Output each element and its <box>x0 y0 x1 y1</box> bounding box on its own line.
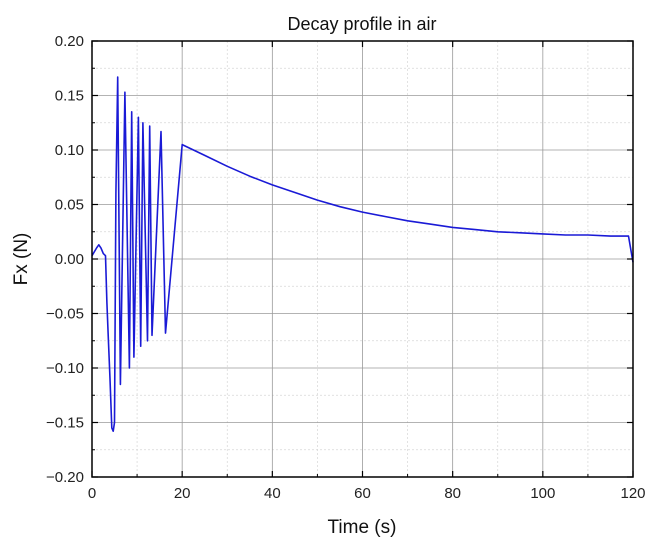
y-tick-label: 0.20 <box>55 33 84 50</box>
series-layer <box>91 76 634 432</box>
y-tick-labels: −0.20 −0.15 −0.10 −0.05 0.00 0.05 0.10 0.15 0.20 <box>46 33 84 486</box>
y-axis-title: Fx (N) <box>11 233 32 286</box>
x-tick-label: 40 <box>264 485 281 502</box>
y-tick-label: −0.10 <box>46 360 84 377</box>
x-tick-label: 60 <box>354 485 371 502</box>
y-tick-label: 0.05 <box>55 197 84 214</box>
y-tick-label: −0.15 <box>46 415 84 432</box>
y-tick-label: −0.05 <box>46 306 84 323</box>
y-tick-label: 0.10 <box>55 142 84 159</box>
x-tick-label: 120 <box>620 485 645 502</box>
series-line <box>91 76 634 432</box>
major-grid <box>92 41 633 477</box>
x-axis-title: Time (s) <box>328 517 397 538</box>
x-tick-label: 0 <box>88 485 96 502</box>
y-tick-label: 0.00 <box>55 251 84 268</box>
chart-title: Decay profile in air <box>287 14 436 34</box>
x-tick-label: 100 <box>530 485 555 502</box>
y-tick-label: −0.20 <box>46 469 84 486</box>
x-tick-label: 80 <box>444 485 461 502</box>
y-tick-label: 0.15 <box>55 88 84 105</box>
axis-ticks <box>91 40 634 478</box>
x-tick-label: 20 <box>174 485 191 502</box>
x-tick-labels: 0 20 40 60 80 100 120 <box>88 485 646 502</box>
